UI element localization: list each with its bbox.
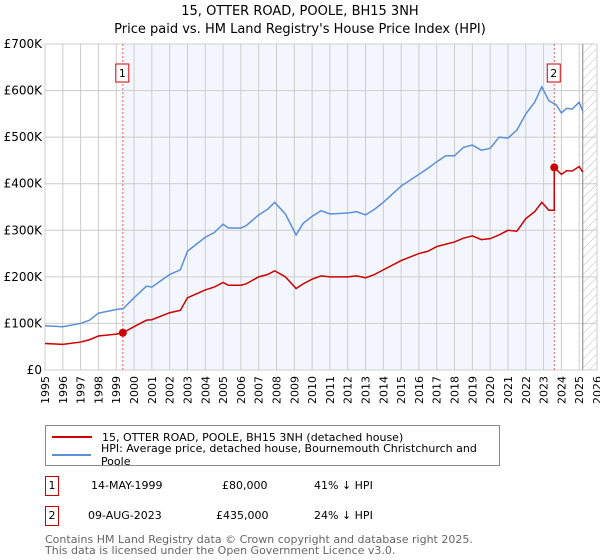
price-paid-line xyxy=(44,165,584,346)
x-tick-label: 2024 xyxy=(555,376,568,404)
transaction-date: 14-MAY-1999 xyxy=(91,479,163,492)
plot-border xyxy=(44,43,598,371)
x-tick-label: 2002 xyxy=(164,376,177,404)
x-tick-label: 1997 xyxy=(75,376,88,404)
marker-badge: 1 xyxy=(45,476,59,496)
x-tick-label: 2025 xyxy=(573,376,586,404)
x-tick-label: 2011 xyxy=(324,376,337,404)
x-tick-label: 1999 xyxy=(110,376,123,404)
x-tick-label: 1995 xyxy=(39,376,52,404)
y-tick-label: £400K xyxy=(4,177,44,191)
transaction-price: £80,000 xyxy=(222,479,268,492)
y-tick-label: £0 xyxy=(27,363,42,377)
footer-licence: This data is licensed under the Open Gov… xyxy=(45,544,396,557)
x-tick-label: 2009 xyxy=(288,376,301,404)
transaction-row: 2 09-AUG-2023 £435,000 24% ↓ HPI xyxy=(45,506,445,526)
x-tick-label: 2003 xyxy=(181,376,194,404)
chart-subtitle: Price paid vs. HM Land Registry's House … xyxy=(114,22,486,37)
annotation-label: 1 xyxy=(119,67,126,80)
transaction-price: £435,000 xyxy=(216,509,269,522)
annotation-label: 2 xyxy=(550,67,557,80)
x-tick-label: 2017 xyxy=(431,376,444,404)
x-tick-label: 2013 xyxy=(360,376,373,404)
x-tick-label: 2008 xyxy=(270,376,283,404)
marker-badge: 2 xyxy=(45,506,59,526)
x-tick-label: 2020 xyxy=(484,376,497,404)
legend-swatch-red xyxy=(52,436,92,438)
y-tick-label: £200K xyxy=(4,270,44,284)
sale-period-shading xyxy=(122,44,555,370)
legend-item-property: 15, OTTER ROAD, POOLE, BH15 3NH (detache… xyxy=(52,428,403,446)
y-tick-label: £600K xyxy=(4,84,44,98)
x-tick-label: 2012 xyxy=(342,376,355,404)
x-tick-label: 2016 xyxy=(413,376,426,404)
x-tick-label: 2015 xyxy=(395,376,408,404)
legend: 15, OTTER ROAD, POOLE, BH15 3NH (detache… xyxy=(45,425,500,468)
x-tick-label: 2014 xyxy=(377,376,390,404)
x-tick-label: 2001 xyxy=(146,376,159,404)
x-tick-label: 1998 xyxy=(92,376,105,404)
x-tick-label: 2018 xyxy=(449,376,462,404)
x-tick-label: 2019 xyxy=(466,376,479,404)
transaction-hpi: 41% ↓ HPI xyxy=(314,479,373,492)
x-tick-label: 2007 xyxy=(253,376,266,404)
price-chart: 1995 1996 1997 1998 1999 2000 2001 2002 2003 2004… xyxy=(4,37,600,404)
transaction-hpi: 24% ↓ HPI xyxy=(314,509,373,522)
y-tick-label: £700K xyxy=(4,37,44,51)
forecast-hatch xyxy=(582,44,597,370)
annotation-box xyxy=(546,63,561,83)
sale-point xyxy=(118,328,127,337)
transaction-date: 09-AUG-2023 xyxy=(88,509,162,522)
y-tick-label: £300K xyxy=(4,223,44,237)
legend-item-hpi: HPI: Average price, detached house, Bour… xyxy=(52,442,499,468)
x-tick-label: 2010 xyxy=(306,376,319,404)
legend-label: 15, OTTER ROAD, POOLE, BH15 3NH (detache… xyxy=(102,430,404,444)
x-tick-label: 2026 xyxy=(591,376,600,404)
x-tick-label: 2000 xyxy=(128,376,141,404)
x-tick-label: 2004 xyxy=(199,376,212,404)
x-tick-label: 1996 xyxy=(57,376,70,404)
footer-copyright: Contains HM Land Registry data © Crown c… xyxy=(45,533,473,546)
transaction-row: 1 14-MAY-1999 £80,000 41% ↓ HPI xyxy=(45,476,445,496)
legend-swatch-blue xyxy=(52,454,91,456)
x-tick-label: 2023 xyxy=(538,376,551,404)
legend-label: HPI: Average price, detached house, Bour… xyxy=(100,442,477,468)
y-tick-label: £100K xyxy=(4,316,44,330)
chart-title: 15, OTTER ROAD, POOLE, BH15 3NH xyxy=(181,4,419,19)
sale-point xyxy=(550,163,559,172)
y-tick-label: £500K xyxy=(4,130,44,144)
x-tick-label: 2021 xyxy=(502,376,515,404)
annotation-box xyxy=(115,63,130,83)
hpi-line xyxy=(44,85,584,328)
x-tick-label: 2006 xyxy=(235,376,248,404)
x-tick-label: 2022 xyxy=(520,376,533,404)
x-tick-label: 2005 xyxy=(217,376,230,404)
